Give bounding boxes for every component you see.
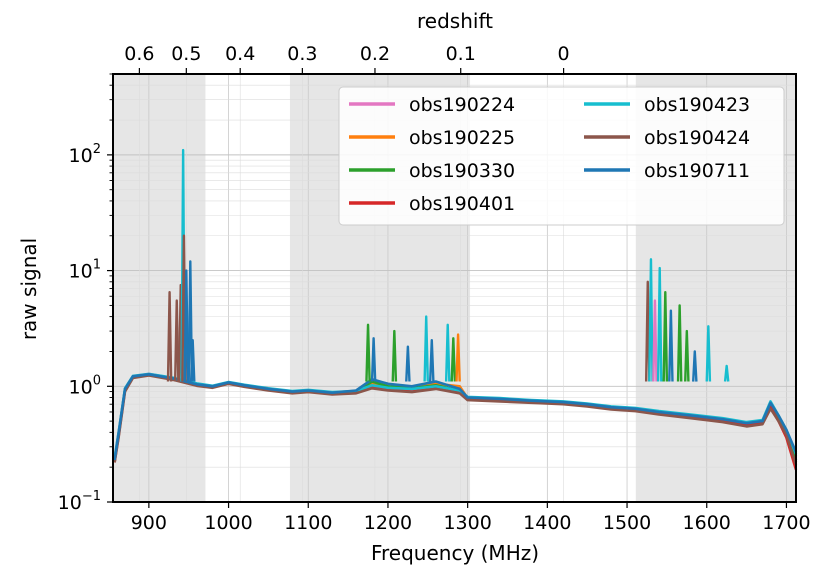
x-tick-label: 1700: [762, 512, 810, 534]
rfi-spike: [668, 309, 674, 382]
series-lines: [113, 372, 798, 471]
top-redshift-axis: 0.6 0.5 0.4 0.3 0.2 0.1 0: [124, 43, 570, 74]
x-tick-label: 1500: [603, 512, 651, 534]
rfi-spike: [648, 258, 654, 382]
x-tick-label: 1400: [523, 512, 571, 534]
rfi-spikes: [166, 148, 730, 382]
rfi-spike: [365, 323, 371, 382]
x-tick-label: 1100: [284, 512, 332, 534]
series-line-obs190711: [113, 372, 798, 461]
rfi-spike: [450, 337, 457, 382]
rfi-spike: [370, 337, 377, 382]
rfi-spike: [705, 325, 712, 382]
top-tick-label: 0.3: [287, 43, 317, 65]
plot-frame: [112, 73, 797, 503]
x-tick-label: 1200: [364, 512, 412, 534]
y-axis: 10−1 100 101 102: [58, 73, 113, 514]
rfi-spike: [676, 304, 683, 382]
y-tick-label: 100: [69, 373, 101, 398]
rfi-spike: [428, 339, 435, 382]
y-tick-label: 10−1: [58, 489, 101, 514]
rfi-spike: [444, 323, 451, 382]
legend-label: obs190330: [409, 160, 515, 182]
rfi-spike: [166, 291, 173, 382]
rfi-spike: [691, 350, 698, 382]
rfi-spike: [662, 291, 669, 382]
top-axis-title: redshift: [417, 9, 493, 33]
rfi-spike: [455, 333, 461, 382]
x-axis: 900 1000 1100 1200 1300 1400 1500 1600 1700: [131, 502, 811, 534]
y-tick-label: 102: [69, 142, 101, 167]
legend-label: obs190711: [644, 160, 750, 182]
top-tick-label: 0.2: [360, 43, 390, 65]
rfi-spike: [391, 329, 398, 382]
rfi-spike: [405, 345, 411, 382]
rfi-spike: [652, 299, 658, 382]
rfi-spike: [187, 260, 194, 382]
rfi-spike: [183, 269, 190, 382]
series-line-obs190424: [113, 374, 798, 466]
x-tick-label: 1300: [443, 512, 491, 534]
x-axis-title: Frequency (MHz): [371, 541, 539, 565]
legend-label: obs190225: [409, 127, 515, 149]
x-tick-label: 1600: [683, 512, 731, 534]
rfi-spike: [423, 315, 430, 382]
legend: obs190224 obs190225 obs190330 obs190401 obs1…: [338, 86, 785, 226]
rfi-spike: [656, 266, 663, 382]
top-tick-label: 0: [558, 43, 570, 65]
legend-box: [338, 86, 785, 226]
x-tick-label: 1000: [204, 512, 252, 534]
legend-label: obs190401: [409, 193, 515, 215]
top-tick-label: 0.4: [225, 43, 255, 65]
rfi-spike: [189, 339, 196, 382]
x-tick-label: 900: [131, 512, 167, 534]
legend-label: obs190224: [409, 94, 515, 116]
rfi-spike: [723, 364, 730, 382]
legend-label: obs190424: [644, 127, 750, 149]
top-tick-label: 0.6: [124, 43, 154, 65]
rfi-spike: [684, 329, 690, 382]
rfi-spike: [173, 299, 180, 382]
y-axis-title: raw signal: [17, 238, 41, 340]
top-tick-label: 0.5: [171, 43, 201, 65]
y-tick-label: 101: [69, 258, 101, 283]
legend-label: obs190423: [644, 94, 750, 116]
top-tick-label: 0.1: [446, 43, 476, 65]
